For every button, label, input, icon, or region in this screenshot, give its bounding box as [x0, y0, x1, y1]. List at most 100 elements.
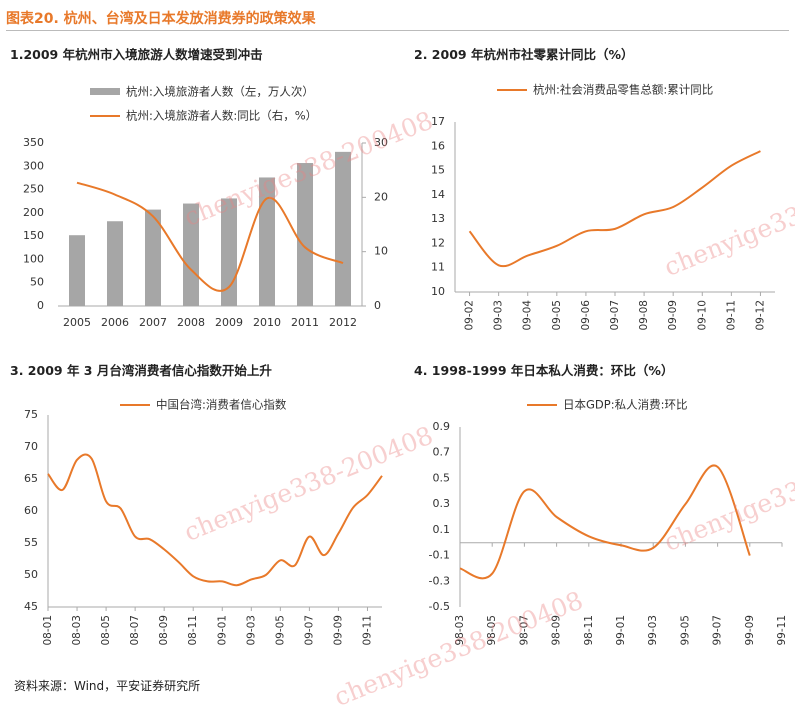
figure-title: 图表20. 杭州、台湾及日本发放消费券的政策效果 — [6, 11, 316, 27]
p3-legend-label: 中国台湾:消费者信心指数 — [156, 398, 287, 412]
p2-xtick: 09-09 — [667, 300, 679, 331]
p1-ytick-left: 300 — [23, 159, 44, 172]
p4-ytick: -0.5 — [429, 600, 450, 613]
p1-ytick-left: 150 — [23, 229, 44, 242]
p2-xtick: 09-07 — [609, 300, 621, 331]
p1-xtick: 2011 — [291, 316, 319, 329]
p3-ytick: 60 — [24, 504, 38, 517]
p3-xtick: 08-03 — [71, 615, 83, 646]
p1-xtick: 2012 — [329, 316, 357, 329]
p1-ytick-right: 20 — [374, 190, 388, 203]
p2-xtick: 09-04 — [522, 300, 534, 331]
p1-ytick-right: 30 — [374, 136, 388, 149]
p4-xtick: 99-11 — [776, 615, 788, 646]
p3-xtick: 09-11 — [361, 615, 373, 646]
p2-xtick: 09-06 — [580, 300, 592, 331]
p4-xtick: 99-09 — [744, 615, 756, 646]
panel-4-title: 4. 1998-1999 年日本私人消费：环比（%） — [414, 363, 674, 378]
panel-3-title: 3. 2009 年 3 月台湾消费者信心指数开始上升 — [10, 363, 272, 378]
p4-ytick: -0.3 — [429, 574, 450, 587]
p2-xtick: 09-12 — [754, 300, 766, 331]
p4-ytick: -0.1 — [429, 549, 450, 562]
title-divider — [6, 30, 789, 31]
p1-series-line — [76, 181, 344, 292]
p2-ytick: 14 — [431, 188, 445, 201]
p2-xtick: 09-02 — [464, 300, 476, 331]
p2-xtick: 09-05 — [551, 300, 563, 331]
p1-bar — [221, 198, 237, 306]
p2-ytick: 16 — [431, 139, 445, 152]
p3-ytick: 45 — [24, 600, 38, 613]
p4-xtick: 99-01 — [615, 615, 627, 646]
p3-series-line — [47, 453, 383, 587]
p2-xtick: 09-10 — [696, 300, 708, 331]
p1-xtick: 2010 — [253, 316, 281, 329]
p1-ytick-left: 100 — [23, 252, 44, 265]
p1-bar — [259, 177, 275, 306]
p1-bar — [69, 235, 85, 306]
p3-xtick: 08-01 — [42, 615, 54, 646]
p3-ytick: 70 — [24, 440, 38, 453]
p2-ytick: 11 — [431, 261, 445, 274]
p1-ytick-right: 0 — [374, 299, 381, 312]
p3-xtick: 09-03 — [245, 615, 257, 646]
p2-ytick: 15 — [431, 164, 445, 177]
p4-ytick: 0.5 — [433, 471, 451, 484]
p1-ytick-left: 350 — [23, 136, 44, 149]
p1-xtick: 2009 — [215, 316, 243, 329]
p1-ytick-left: 200 — [23, 206, 44, 219]
p4-xtick: 98-09 — [551, 615, 563, 646]
p2-ytick: 17 — [431, 115, 445, 128]
p3-ytick: 75 — [24, 408, 38, 421]
source-note: 资料来源：Wind，平安证券研究所 — [14, 679, 201, 693]
p4-ytick: 0.3 — [433, 497, 451, 510]
p2-ytick: 10 — [431, 285, 445, 298]
p1-xtick: 2008 — [177, 316, 205, 329]
p2-xtick: 09-03 — [493, 300, 505, 331]
p4-xtick: 98-07 — [518, 615, 530, 646]
p3-xtick: 08-07 — [129, 615, 141, 646]
p1-legend-label-line: 杭州:入境旅游者人数:同比（右，%） — [126, 109, 317, 123]
p4-series-line — [459, 464, 751, 580]
p1-ytick-left: 250 — [23, 183, 44, 196]
p1-bar — [335, 151, 351, 306]
panel-2-title: 2. 2009 年杭州市社零累计同比（%） — [414, 47, 634, 62]
p1-ytick-left: 0 — [37, 299, 44, 312]
p4-ytick: 0.7 — [433, 446, 451, 459]
p4-xtick: 98-03 — [454, 615, 466, 646]
p3-xtick: 09-05 — [274, 615, 286, 646]
p3-ytick: 55 — [24, 536, 38, 549]
p1-bar — [107, 221, 123, 306]
p1-xtick: 2007 — [139, 316, 167, 329]
p2-series-line — [468, 150, 761, 268]
panel-1-title: 1.2009 年杭州市入境旅游人数增速受到冲击 — [10, 47, 263, 62]
p4-ytick: 0.9 — [433, 420, 451, 433]
p2-xtick: 09-08 — [638, 300, 650, 331]
p4-legend-label: 日本GDP:私人消费:环比 — [563, 398, 687, 412]
p4-xtick: 98-11 — [583, 615, 595, 646]
p2-ytick: 12 — [431, 236, 445, 249]
p4-xtick: 99-05 — [679, 615, 691, 646]
p3-xtick: 08-05 — [100, 615, 112, 646]
p3-xtick: 09-09 — [332, 615, 344, 646]
p3-xtick: 09-07 — [303, 615, 315, 646]
p3-ytick: 65 — [24, 472, 38, 485]
p1-bar — [145, 209, 161, 306]
p3-xtick: 08-11 — [187, 615, 199, 646]
p1-xtick: 2006 — [101, 316, 129, 329]
p1-ytick-left: 50 — [30, 276, 44, 289]
p2-legend-label: 杭州:社会消费品零售总额:累计同比 — [533, 83, 713, 97]
p2-xtick: 09-11 — [725, 300, 737, 331]
p1-xtick: 2005 — [63, 316, 91, 329]
p4-xtick: 99-03 — [647, 615, 659, 646]
p1-bar — [297, 163, 313, 306]
p3-ytick: 50 — [24, 568, 38, 581]
p3-xtick: 09-01 — [216, 615, 228, 646]
p4-xtick: 98-05 — [486, 615, 498, 646]
p1-bar — [183, 203, 199, 306]
p3-xtick: 08-09 — [158, 615, 170, 646]
p1-legend-label-bar: 杭州:入境旅游者人数（左，万人次） — [126, 85, 314, 99]
p1-ytick-right: 10 — [374, 245, 388, 258]
p4-xtick: 99-07 — [712, 615, 724, 646]
